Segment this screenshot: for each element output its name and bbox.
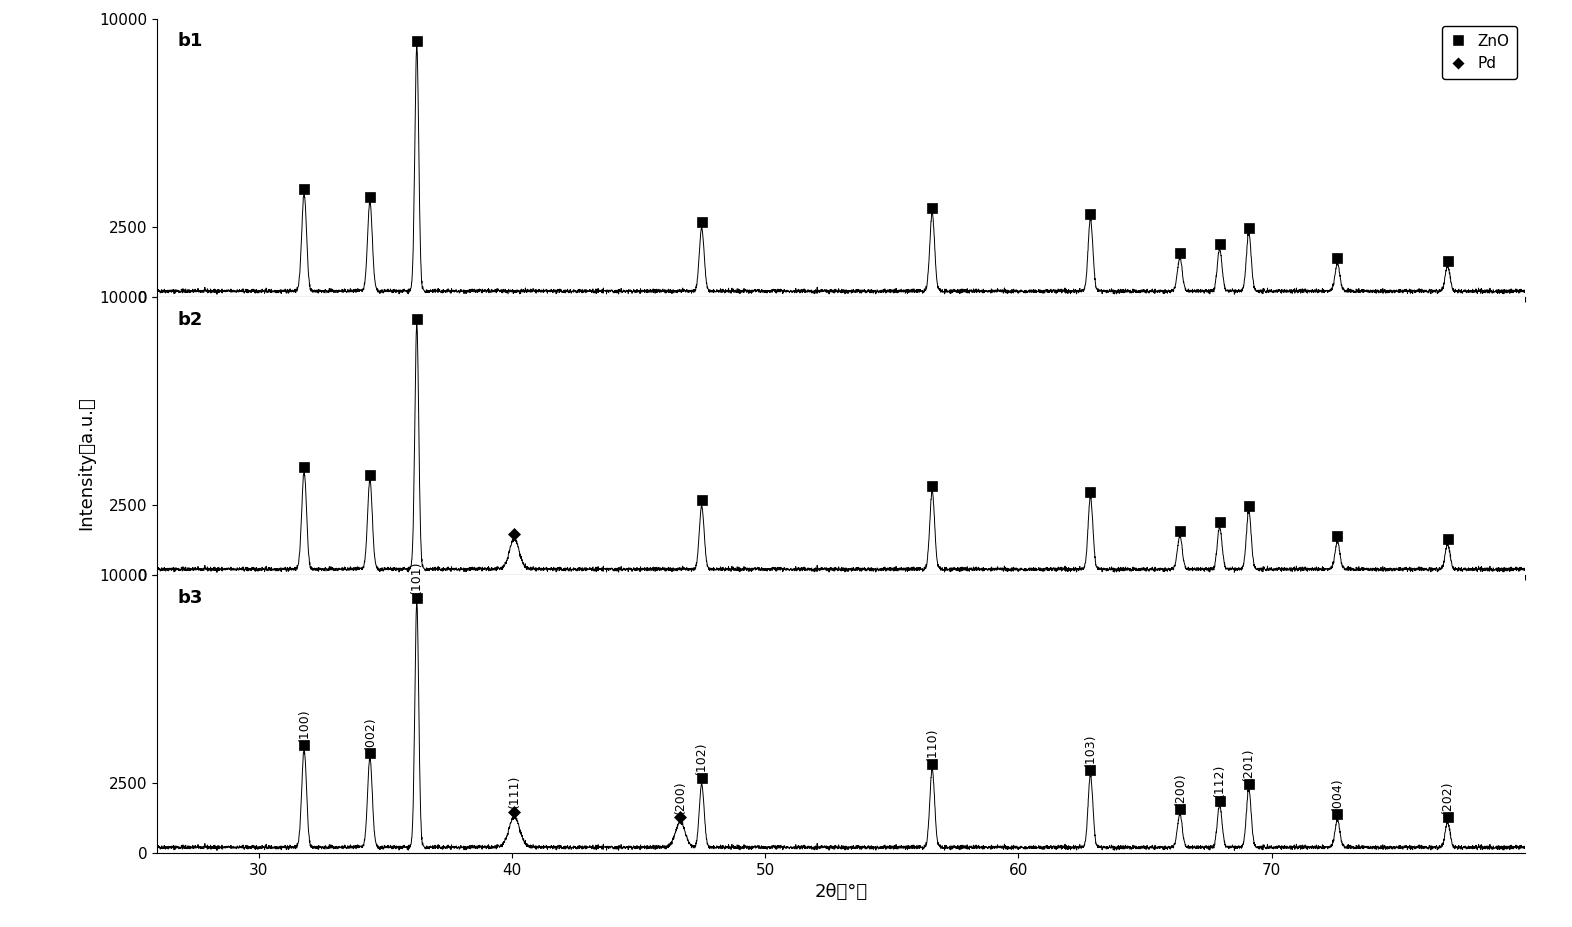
Text: (202): (202) bbox=[1442, 781, 1454, 814]
X-axis label: 2θ（°）: 2θ（°） bbox=[814, 883, 868, 901]
Text: (103): (103) bbox=[1085, 733, 1097, 767]
Text: (112): (112) bbox=[1214, 764, 1226, 797]
Text: (111): (111) bbox=[508, 775, 520, 808]
Text: (002): (002) bbox=[363, 717, 376, 750]
Text: (200): (200) bbox=[1173, 772, 1187, 806]
Text: (101): (101) bbox=[410, 561, 423, 594]
Text: b2: b2 bbox=[178, 311, 203, 328]
Text: (110): (110) bbox=[926, 728, 938, 761]
Text: (201): (201) bbox=[1242, 747, 1256, 781]
Text: (102): (102) bbox=[695, 742, 709, 775]
Text: Intensity（a.u.）: Intensity（a.u.） bbox=[77, 397, 96, 530]
Text: b1: b1 bbox=[178, 32, 203, 50]
Text: (100): (100) bbox=[297, 708, 311, 742]
Legend: ZnO, Pd: ZnO, Pd bbox=[1443, 26, 1517, 79]
Text: (200): (200) bbox=[674, 781, 687, 814]
Text: b3: b3 bbox=[178, 589, 203, 606]
Text: (004): (004) bbox=[1331, 778, 1344, 811]
